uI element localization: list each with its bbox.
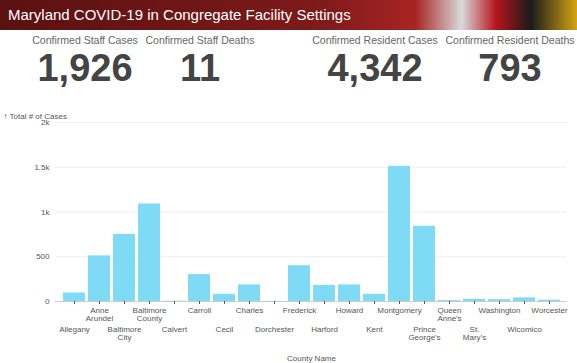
html-text:Maryland COVID-19 in Congregat: Maryland COVID-19 in Congregate Facility… <box>8 6 351 23</box>
svg-text:BaltimoreCity: BaltimoreCity <box>108 325 142 342</box>
html-text:793: 793 <box>478 47 542 89</box>
html-text:Confirmed Staff Cases: Confirmed Staff Cases <box>32 34 138 46</box>
svg-text:Allegany: Allegany <box>59 325 90 334</box>
svg-text:Harford: Harford <box>311 325 338 334</box>
svg-text:Calvert: Calvert <box>162 325 188 334</box>
svg-text:500: 500 <box>36 252 50 261</box>
svg-text:Charles: Charles <box>236 306 264 315</box>
html-text:Confirmed Resident Cases: Confirmed Resident Cases <box>312 34 438 46</box>
svg-text:Worcester: Worcester <box>531 306 568 315</box>
svg-text:QueenAnne's: QueenAnne's <box>437 306 461 323</box>
svg-text:BaltimoreCounty: BaltimoreCounty <box>133 306 167 323</box>
html-text:Confirmed Resident Deaths: Confirmed Resident Deaths <box>445 34 575 46</box>
svg-text:1.5k: 1.5k <box>34 163 50 172</box>
svg-text:Howard: Howard <box>336 306 364 315</box>
svg-text:Carroll: Carroll <box>188 306 212 315</box>
html-text:1,926: 1,926 <box>37 47 133 89</box>
svg-text:Cecil: Cecil <box>216 325 234 334</box>
svg-text:St.Mary's: St.Mary's <box>463 325 486 342</box>
html-text:11: 11 <box>179 47 221 89</box>
svg-text:2k: 2k <box>41 118 50 128</box>
svg-text:Wicomico: Wicomico <box>507 325 542 334</box>
svg-text:Dorchester: Dorchester <box>255 325 294 334</box>
svg-text:Kent: Kent <box>366 325 383 334</box>
svg-text:AnneArundel: AnneArundel <box>86 306 114 323</box>
html-text:4,342: 4,342 <box>327 47 423 89</box>
svg-text:0: 0 <box>45 297 50 306</box>
svg-text:Montgomery: Montgomery <box>377 306 421 315</box>
svg-text:County Name: County Name <box>287 354 336 363</box>
svg-text:PrinceGeorge's: PrinceGeorge's <box>408 325 440 342</box>
svg-text:Frederick: Frederick <box>283 306 317 315</box>
svg-text:1k: 1k <box>41 208 50 217</box>
svg-text:↑ Total # of Cases: ↑ Total # of Cases <box>4 112 67 121</box>
html-text:Confirmed Staff Deaths: Confirmed Staff Deaths <box>145 34 255 46</box>
svg-text:Washington: Washington <box>479 306 521 315</box>
